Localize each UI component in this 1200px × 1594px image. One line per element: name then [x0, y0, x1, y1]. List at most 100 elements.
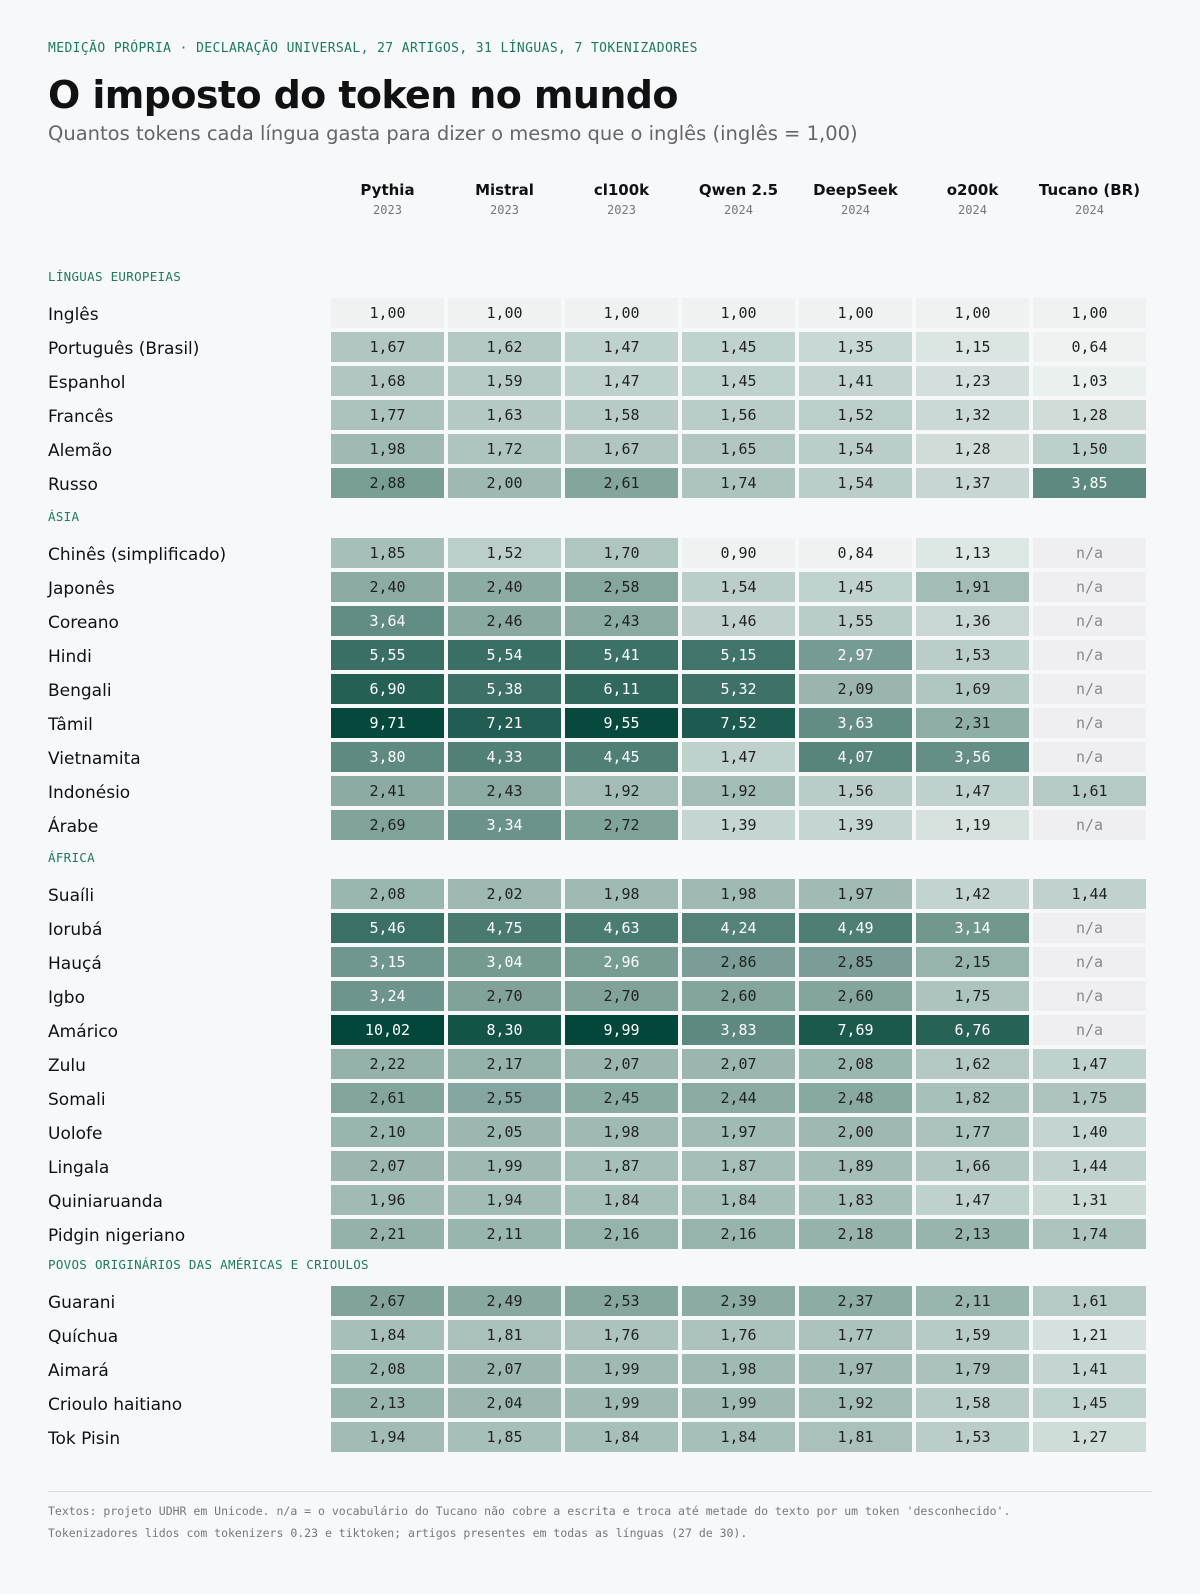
heatmap-cell: 1,98 [682, 879, 795, 909]
heatmap-cell: 1,91 [916, 572, 1029, 602]
column-name: Tucano (BR) [1038, 181, 1141, 199]
heatmap-cell: 1,87 [682, 1151, 795, 1181]
heatmap-cell: 2,11 [448, 1219, 561, 1249]
heatmap-cell: 2,67 [331, 1286, 444, 1316]
column-year: 2024 [724, 203, 753, 217]
heatmap-cell: 2,70 [565, 981, 678, 1011]
heatmap-cell: 1,35 [799, 332, 912, 362]
heatmap-cell: 1,97 [799, 1354, 912, 1384]
heatmap-cell: 2,16 [565, 1219, 678, 1249]
heatmap-cell: 1,47 [916, 1185, 1029, 1215]
heatmap-cell: 1,61 [1033, 776, 1146, 806]
heatmap-cell: 1,81 [448, 1320, 561, 1350]
language-label: Lingala [48, 1158, 110, 1178]
heatmap-cell: 7,69 [799, 1015, 912, 1045]
table-row: Zulu 2,22 2,17 2,07 2,07 2,08 1,62 1,47 [0, 1049, 1200, 1083]
heatmap-cell: 1,47 [682, 742, 795, 772]
table-row: Iorubá 5,46 4,75 4,63 4,24 4,49 3,14 n/a [0, 913, 1200, 947]
column-year: 2024 [958, 203, 987, 217]
language-label: Crioulo haitiano [48, 1395, 183, 1415]
heatmap-cell: 3,14 [916, 913, 1029, 943]
heatmap-cell: 1,00 [682, 298, 795, 328]
language-label: Bengali [48, 681, 112, 701]
heatmap-cell: 2,17 [448, 1049, 561, 1079]
section-label-africa: ÁFRICA [48, 850, 95, 865]
language-label: Suaíli [48, 886, 95, 906]
table-row: Guarani 2,67 2,49 2,53 2,39 2,37 2,11 1,61 [0, 1286, 1200, 1320]
heatmap-cell: 9,55 [565, 708, 678, 738]
language-label: Pidgin nigeriano [48, 1226, 186, 1246]
heatmap-cell: 1,74 [1033, 1219, 1146, 1249]
footer-note-1: Textos: projeto UDHR em Unicode. n/a = o… [48, 1504, 1011, 1518]
heatmap-cell: 1,39 [682, 810, 795, 840]
heatmap-cell: 1,39 [799, 810, 912, 840]
heatmap-cell: 3,80 [331, 742, 444, 772]
table-header: Pythia 2023 Mistral 2023 cl100k 2023 Qwen 2.5 2… [0, 180, 1200, 230]
heatmap-cell: 1,58 [916, 1388, 1029, 1418]
heatmap-cell: 2,55 [448, 1083, 561, 1113]
column-header-mistral: Mistral 2023 [448, 180, 561, 217]
heatmap-cell: 2,60 [682, 981, 795, 1011]
column-year: 2024 [1075, 203, 1104, 217]
heatmap-cell: 1,45 [1033, 1388, 1146, 1418]
table-row: Japonês 2,40 2,40 2,58 1,54 1,45 1,91 n/a [0, 572, 1200, 606]
heatmap-cell: 1,27 [1033, 1422, 1146, 1452]
heatmap-cell: 1,36 [916, 606, 1029, 636]
heatmap-cell: 5,32 [682, 674, 795, 704]
heatmap-cell: 1,62 [448, 332, 561, 362]
language-label: Alemão [48, 441, 113, 461]
heatmap-cell: 4,33 [448, 742, 561, 772]
heatmap-cell: 4,45 [565, 742, 678, 772]
language-label: Japonês [48, 579, 115, 599]
table-row: Amárico 10,02 8,30 9,99 3,83 7,69 6,76 n/a [0, 1015, 1200, 1049]
heatmap-cell: 1,00 [1033, 298, 1146, 328]
heatmap-cell: 1,84 [565, 1422, 678, 1452]
heatmap-cell: 1,44 [1033, 879, 1146, 909]
heatmap-cell: 1,77 [799, 1320, 912, 1350]
heatmap-cell: 9,99 [565, 1015, 678, 1045]
heatmap-cell: 1,00 [916, 298, 1029, 328]
heatmap-cell: 1,67 [565, 434, 678, 464]
heatmap-cell: 0,84 [799, 538, 912, 568]
language-label: Tâmil [48, 715, 93, 735]
table-row: Inglês 1,00 1,00 1,00 1,00 1,00 1,00 1,00 [0, 298, 1200, 332]
heatmap-cell: 2,72 [565, 810, 678, 840]
column-name: DeepSeek [813, 181, 898, 199]
heatmap-cell: n/a [1033, 742, 1146, 772]
heatmap-cell: 1,69 [916, 674, 1029, 704]
heatmap-cell: 2,09 [799, 674, 912, 704]
heatmap-cell: 1,56 [682, 400, 795, 430]
heatmap-cell: 1,98 [565, 1117, 678, 1147]
heatmap-cell: 1,97 [682, 1117, 795, 1147]
language-label: Quiniaruanda [48, 1192, 163, 1212]
heatmap-cell: 2,96 [565, 947, 678, 977]
heatmap-cell: 2,21 [331, 1219, 444, 1249]
column-header-cl100k: cl100k 2023 [565, 180, 678, 217]
language-label: Espanhol [48, 373, 126, 393]
heatmap-cell: 2,88 [331, 468, 444, 498]
heatmap-cell: 1,83 [799, 1185, 912, 1215]
heatmap-cell: 2,48 [799, 1083, 912, 1113]
heatmap-cell: 2,40 [331, 572, 444, 602]
heatmap-cell: 1,89 [799, 1151, 912, 1181]
heatmap-cell: 1,15 [916, 332, 1029, 362]
heatmap-cell: 1,53 [916, 640, 1029, 670]
heatmap-cell: 2,22 [331, 1049, 444, 1079]
heatmap-cell: 1,50 [1033, 434, 1146, 464]
column-name: Mistral [475, 181, 534, 199]
heatmap-cell: 2,16 [682, 1219, 795, 1249]
column-header-qwen-2-5: Qwen 2.5 2024 [682, 180, 795, 217]
heatmap-cell: 5,46 [331, 913, 444, 943]
heatmap-cell: 5,38 [448, 674, 561, 704]
heatmap-cell: n/a [1033, 913, 1146, 943]
heatmap-cell: 2,05 [448, 1117, 561, 1147]
heatmap-cell: 2,13 [331, 1388, 444, 1418]
section-label-linguas-europeias: LÍNGUAS EUROPEIAS [48, 269, 182, 284]
heatmap-cell: 1,45 [799, 572, 912, 602]
table-row: Uolofe 2,10 2,05 1,98 1,97 2,00 1,77 1,40 [0, 1117, 1200, 1151]
heatmap-cell: 1,37 [916, 468, 1029, 498]
table-row: Somali 2,61 2,55 2,45 2,44 2,48 1,82 1,75 [0, 1083, 1200, 1117]
column-name: Qwen 2.5 [698, 181, 779, 199]
heatmap-cell: 1,53 [916, 1422, 1029, 1452]
heatmap-cell: 2,13 [916, 1219, 1029, 1249]
